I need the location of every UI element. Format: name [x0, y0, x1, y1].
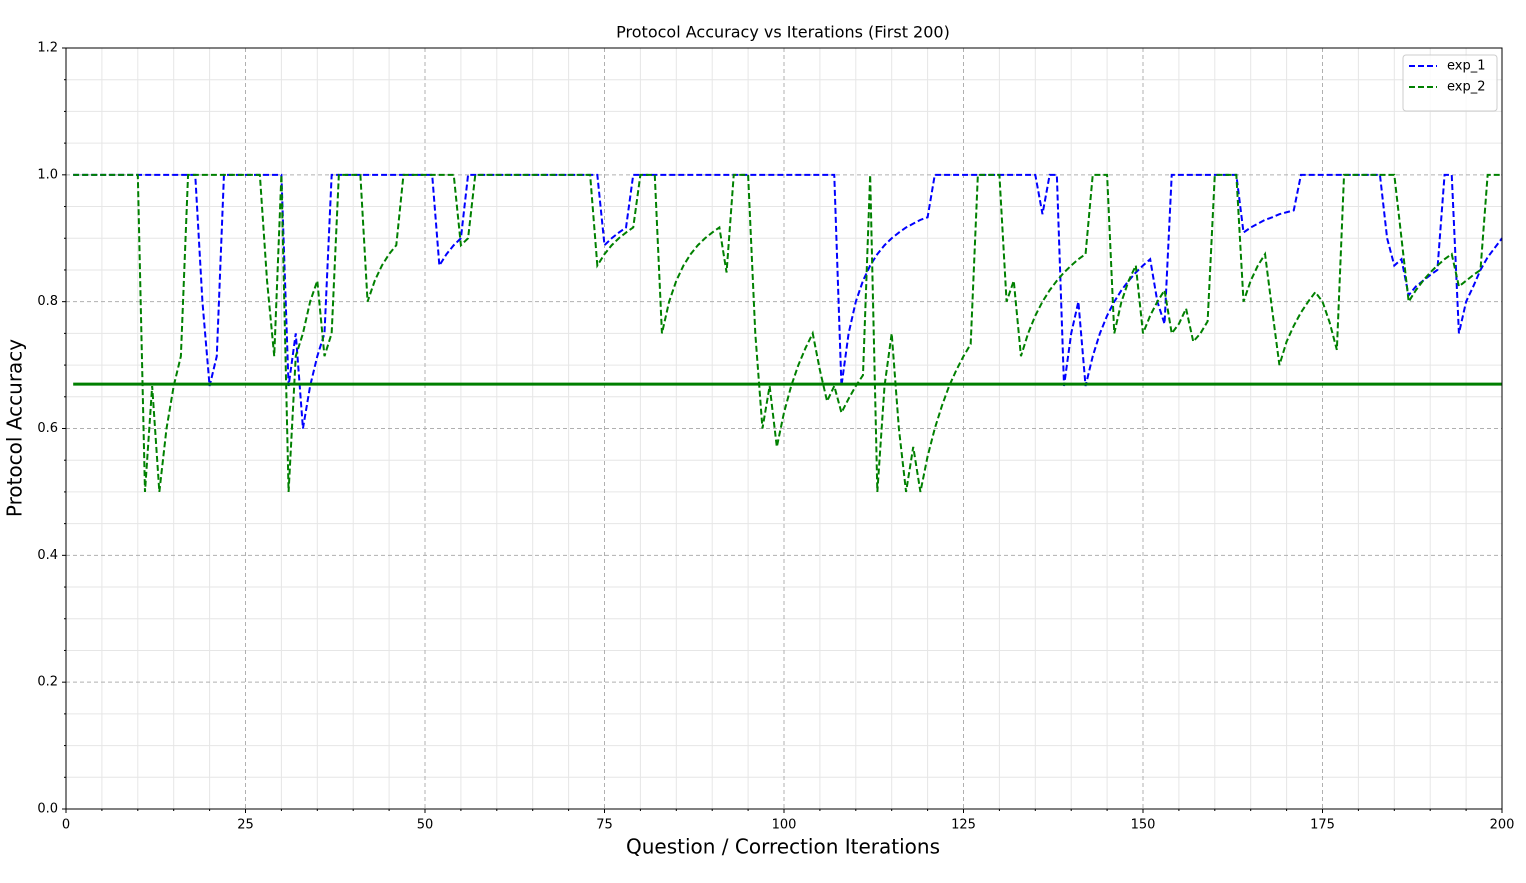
x-tick-label: 75: [596, 818, 613, 833]
y-tick-label: 0.0: [37, 802, 58, 817]
x-tick-label: 150: [1131, 818, 1156, 833]
y-tick-label: 0.2: [37, 675, 58, 690]
x-tick-label: 25: [237, 818, 254, 833]
x-tick-label: 175: [1310, 818, 1335, 833]
y-tick-label: 0.8: [37, 294, 58, 309]
x-tick-label: 0: [62, 818, 70, 833]
y-tick-label: 1.0: [37, 167, 58, 182]
x-tick-label: 100: [772, 818, 797, 833]
x-axis-label: Question / Correction Iterations: [626, 835, 940, 859]
y-axis-label: Protocol Accuracy: [3, 339, 27, 517]
series-line: [73, 173, 1503, 429]
legend-box: [1402, 54, 1498, 112]
y-tick-label: 1.2: [37, 41, 58, 56]
x-tick-label: 200: [1490, 818, 1515, 833]
legend-label: exp_2: [1447, 80, 1486, 95]
x-tick-label: 50: [417, 818, 434, 833]
series-line: [73, 173, 1502, 493]
plot-frame: [65, 47, 1503, 810]
y-tick-label: 0.4: [37, 548, 58, 563]
x-tick-label: 125: [951, 818, 976, 833]
chart-title: Protocol Accuracy vs Iterations (First 2…: [616, 23, 950, 42]
legend-label: exp_1: [1447, 59, 1486, 74]
legend: exp_1 exp_2: [1402, 54, 1498, 112]
y-tick-label: 0.6: [37, 421, 58, 436]
